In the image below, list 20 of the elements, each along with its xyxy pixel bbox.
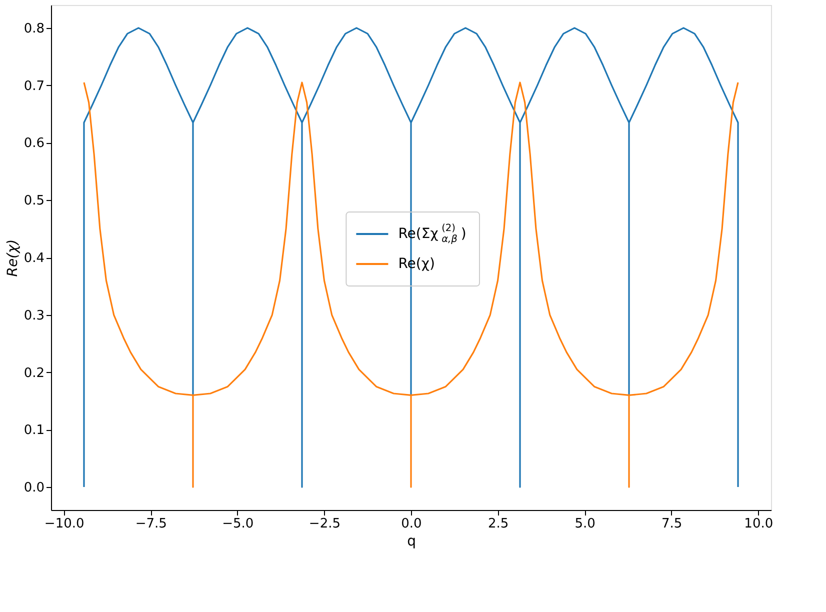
y-tick-label: 0.2	[24, 366, 44, 381]
y-tick-label: 0.4	[24, 251, 44, 266]
x-tick-label: 10.0	[744, 516, 774, 532]
y-tick-label: 0.7	[24, 78, 44, 94]
x-tick-label: 2.5	[488, 516, 509, 532]
x-tick-label: −10.0	[44, 516, 84, 532]
x-tick-label: 5.0	[574, 516, 596, 532]
x-tick-label: 7.5	[662, 516, 682, 532]
y-tick-label: 0.1	[24, 423, 44, 438]
y-tick-label: 0.6	[24, 136, 44, 152]
x-axis-title: q	[407, 534, 416, 550]
y-tick-label: 0.5	[24, 194, 44, 209]
y-tick-label: 0.3	[24, 308, 44, 324]
x-tick-label: −2.5	[308, 516, 340, 532]
x-tick-label: −5.0	[222, 516, 254, 532]
x-tick-label: 0.0	[401, 516, 422, 532]
x-tick-label: −7.5	[135, 516, 167, 532]
y-axis-title: Re(χ)	[4, 239, 21, 277]
y-tick-label: 0.0	[24, 480, 44, 496]
y-tick-label: 0.8	[24, 21, 44, 36]
